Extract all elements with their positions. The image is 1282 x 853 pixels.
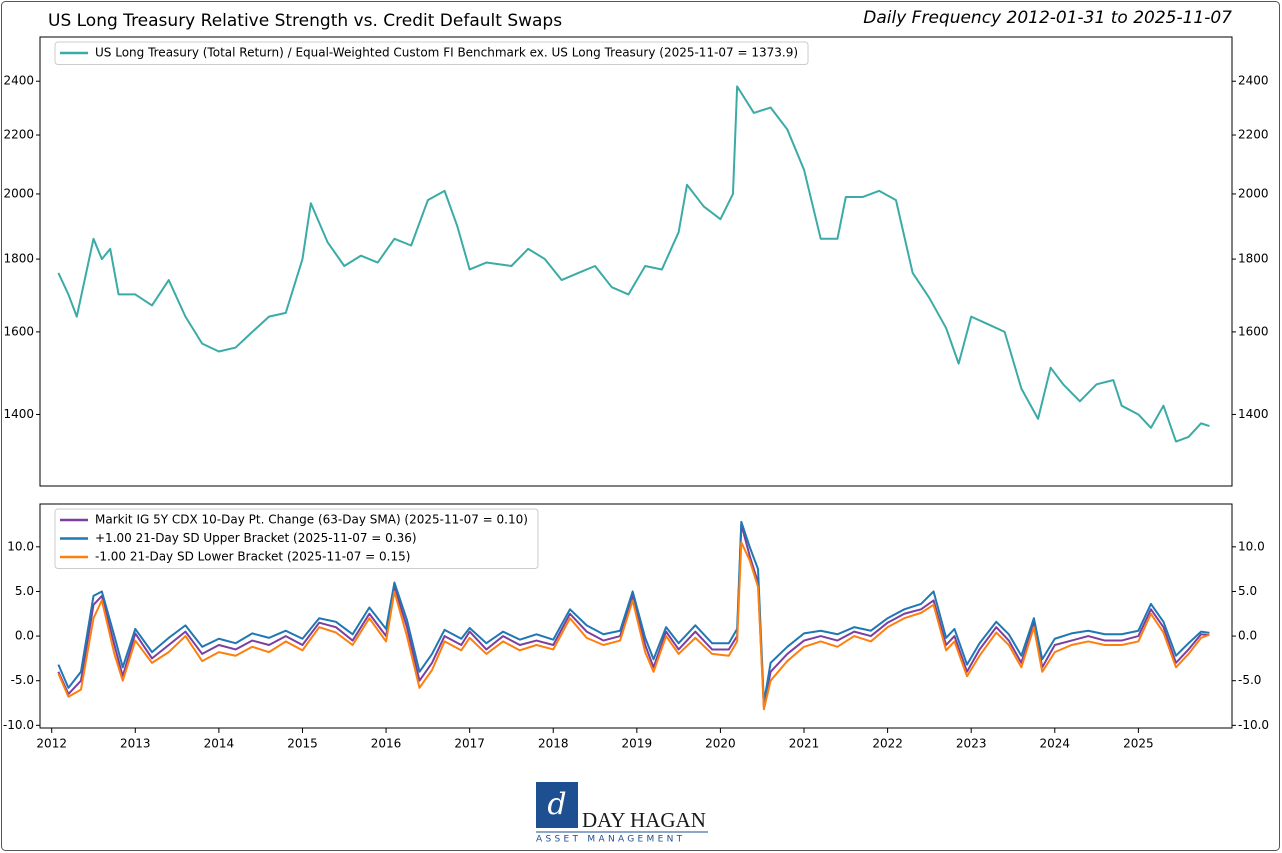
legend-label: +1.00 21-Day SD Upper Bracket (2025-11-0… xyxy=(95,531,417,545)
plot-area xyxy=(40,37,1232,486)
y-tick-label-right: 0.0 xyxy=(1238,629,1257,643)
plot-frame xyxy=(39,36,1233,487)
y-tick-label-right: -5.0 xyxy=(1238,673,1261,687)
x-tick-label: 2016 xyxy=(371,737,402,751)
y-tick-label-right: 10.0 xyxy=(1238,539,1265,553)
plot-frame xyxy=(39,503,1233,729)
series-line xyxy=(57,541,1210,711)
x-tick-label: 2020 xyxy=(705,737,736,751)
logo-icon-letters: d xyxy=(547,787,566,822)
y-tick-label-right: 1800 xyxy=(1238,252,1269,266)
y-tick-label: 1400 xyxy=(3,407,34,421)
chart-subtitle: Daily Frequency 2012-01-31 to 2025-11-07 xyxy=(863,8,1232,28)
x-tick-label: 2018 xyxy=(538,737,569,751)
x-tick-label: 2017 xyxy=(454,737,485,751)
legend-label: Markit IG 5Y CDX 10-Day Pt. Change (63-D… xyxy=(95,513,528,527)
y-tick-label-right: 1600 xyxy=(1238,324,1269,338)
x-tick-label: 2015 xyxy=(287,737,318,751)
legend-label: -1.00 21-Day SD Lower Bracket (2025-11-0… xyxy=(95,550,410,564)
logo: d DAY HAGAN ASSET MANAGEMENT xyxy=(536,782,708,845)
y-tick-label-right: 1400 xyxy=(1238,407,1269,421)
y-tick-label: 10.0 xyxy=(7,539,34,553)
legend: Markit IG 5Y CDX 10-Day Pt. Change (63-D… xyxy=(54,508,539,569)
series-line xyxy=(57,85,1210,443)
y-tick-label-right: 5.0 xyxy=(1238,584,1257,598)
legend-box xyxy=(54,508,539,569)
legend: US Long Treasury (Total Return) / Equal-… xyxy=(54,41,809,65)
logo-name: DAY HAGAN xyxy=(582,808,706,832)
y-tick-label-right: 2200 xyxy=(1238,128,1269,142)
y-tick-label: -10.0 xyxy=(3,718,34,732)
x-tick-label: 2022 xyxy=(872,737,903,751)
y-tick-label: 2000 xyxy=(3,186,34,200)
x-tick-label: 2019 xyxy=(622,737,653,751)
chart-title: US Long Treasury Relative Strength vs. C… xyxy=(48,11,562,31)
y-tick-label: 2200 xyxy=(3,128,34,142)
x-tick-label: 2014 xyxy=(204,737,235,751)
x-tick-label: 2023 xyxy=(956,737,987,751)
y-tick-label: -5.0 xyxy=(11,673,34,687)
x-tick-label: 2012 xyxy=(36,737,67,751)
series-line xyxy=(57,520,1210,705)
x-tick-label: 2024 xyxy=(1040,737,1071,751)
y-tick-label: 2400 xyxy=(3,74,34,88)
y-tick-label: 1800 xyxy=(3,252,34,266)
logo-icon xyxy=(536,782,578,828)
y-tick-label: 0.0 xyxy=(15,629,34,643)
x-tick-label: 2021 xyxy=(789,737,820,751)
y-tick-label: 1600 xyxy=(3,324,34,338)
y-tick-label: 5.0 xyxy=(15,584,34,598)
y-tick-label-right: 2000 xyxy=(1238,186,1269,200)
x-tick-label: 2013 xyxy=(120,737,151,751)
legend-label: US Long Treasury (Total Return) / Equal-… xyxy=(95,46,798,60)
x-tick-label: 2025 xyxy=(1123,737,1154,751)
series-line xyxy=(57,523,1210,709)
logo-tagline: ASSET MANAGEMENT xyxy=(536,835,685,845)
y-tick-label-right: -10.0 xyxy=(1238,718,1269,732)
legend-box xyxy=(54,41,809,65)
y-tick-label-right: 2400 xyxy=(1238,74,1269,88)
